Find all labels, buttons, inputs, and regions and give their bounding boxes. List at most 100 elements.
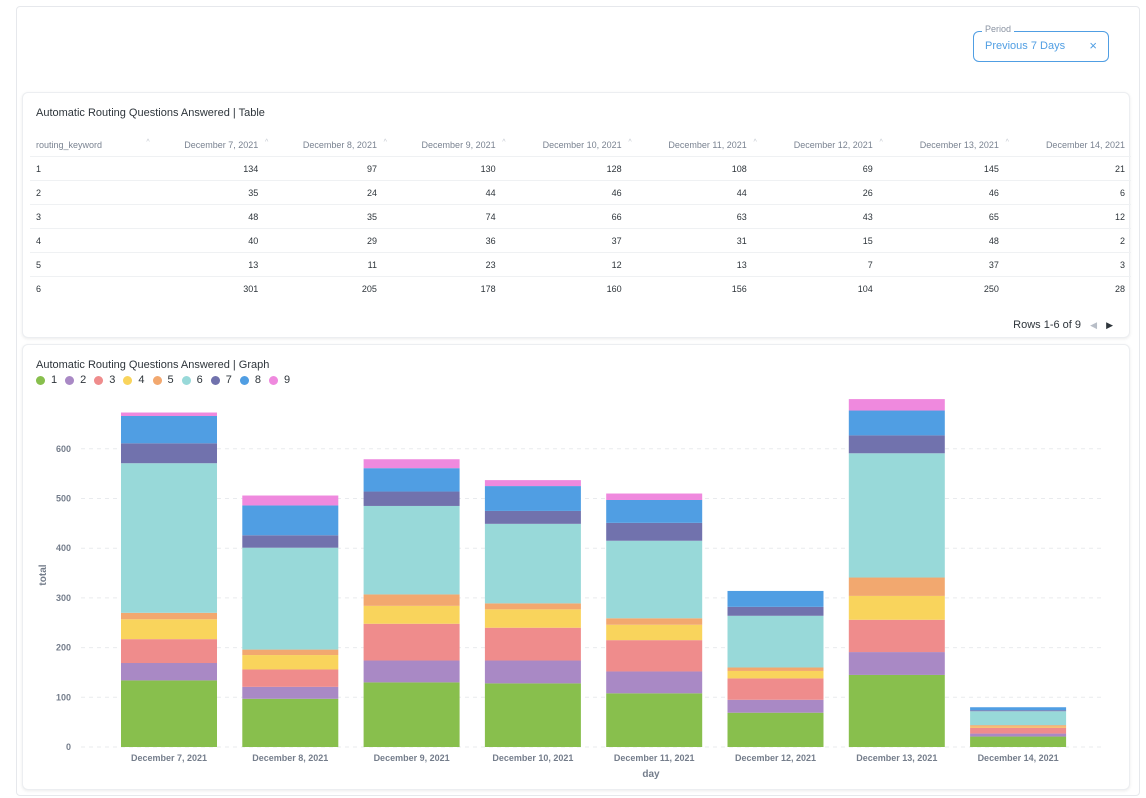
column-header[interactable]: December 12, 2021 ^	[753, 134, 883, 157]
legend-label: 9	[284, 374, 291, 386]
x-tick-label: December 7, 2021	[131, 753, 207, 763]
legend-item[interactable]: 1	[36, 374, 57, 386]
legend-label: 5	[167, 374, 174, 386]
table-cell: 24	[264, 180, 383, 205]
table-cell: 160	[501, 276, 628, 300]
legend-label: 2	[80, 374, 87, 386]
bar-segment	[484, 480, 581, 487]
pagination-label: Rows 1-6 of 9	[1013, 319, 1082, 331]
column-header[interactable]: December 7, 2021 ^	[146, 134, 269, 157]
bar-segment	[484, 603, 581, 610]
bar-segment	[242, 655, 339, 670]
table-cell: 145	[878, 156, 1005, 181]
bar-segment	[242, 535, 339, 548]
column-header[interactable]: routing_keyword ^	[30, 134, 150, 157]
period-filter-value[interactable]: Previous 7 Days	[985, 40, 1066, 52]
table-cell: 29	[264, 228, 383, 253]
table-cell: 250	[878, 276, 1005, 300]
column-header-label: routing_keyword	[36, 140, 103, 150]
pagination: Rows 1-6 of 9 ◀ ▶	[1013, 319, 1113, 331]
legend-dot-icon	[123, 375, 133, 385]
bar-segment	[970, 725, 1067, 727]
table-cell: 6	[30, 276, 146, 300]
table-cell: 13	[145, 252, 265, 277]
table-row: 1 134 97 130 128 108 69 145 21	[30, 156, 1131, 181]
x-tick-label: December 8, 2021	[252, 753, 328, 763]
table-cell: 2	[30, 180, 146, 205]
bar-segment	[606, 624, 703, 641]
graph-card-title[interactable]: Automatic Routing Questions Answered | G…	[36, 359, 270, 371]
table-cell: 7	[752, 252, 879, 277]
table-cell: 48	[878, 228, 1005, 253]
column-header[interactable]: December 9, 2021 ^	[383, 134, 506, 157]
column-header-label: December 7, 2021	[184, 140, 259, 150]
bar-segment	[484, 627, 581, 661]
legend-label: 7	[225, 374, 232, 386]
bar-segment	[970, 711, 1067, 726]
legend-item[interactable]: 5	[152, 374, 174, 386]
legend-item[interactable]: 7	[210, 374, 232, 386]
legend-item[interactable]: 6	[181, 374, 203, 386]
table-cell: 6	[1004, 180, 1131, 205]
column-header[interactable]: December 10, 2021 ^	[502, 134, 632, 157]
table-cell: 46	[501, 180, 628, 205]
y-axis-label: total	[38, 564, 49, 585]
chevron-right-icon[interactable]: ▶	[1106, 320, 1113, 330]
table-cell: 65	[878, 204, 1005, 229]
column-header[interactable]: December 14, 2021	[1005, 134, 1131, 157]
legend-item[interactable]: 4	[123, 374, 145, 386]
bar-segment	[121, 463, 217, 613]
column-header-label: December 9, 2021	[421, 140, 496, 150]
table-card-title[interactable]: Automatic Routing Questions Answered | T…	[36, 107, 265, 119]
table-cell: 12	[501, 252, 628, 277]
sort-icon[interactable]: ^	[502, 139, 506, 146]
sort-icon[interactable]: ^	[753, 139, 757, 146]
table-cell: 36	[382, 228, 502, 253]
close-icon[interactable]: ×	[1089, 38, 1097, 53]
sort-icon[interactable]: ^	[879, 139, 883, 146]
bar-segment	[121, 415, 217, 444]
period-filter[interactable]: Period Previous 7 Days ×	[973, 24, 1109, 62]
column-header[interactable]: December 8, 2021 ^	[264, 134, 387, 157]
table-cell: 134	[145, 156, 265, 181]
legend-item[interactable]: 3	[94, 374, 115, 386]
bar-segment	[242, 495, 339, 506]
table-cell: 5	[30, 252, 146, 277]
sort-icon[interactable]: ^	[1005, 139, 1009, 146]
legend-item[interactable]: 8	[239, 374, 261, 386]
table-cell: 66	[501, 204, 628, 229]
bar-segment	[727, 590, 824, 607]
sort-icon[interactable]: ^	[628, 139, 632, 146]
x-tick-label: December 10, 2021	[492, 753, 573, 763]
legend-dot-icon	[36, 375, 45, 385]
legend-item[interactable]: 2	[65, 374, 86, 386]
column-header[interactable]: December 11, 2021 ^	[628, 134, 757, 157]
chevron-left-icon[interactable]: ◀	[1090, 320, 1098, 330]
table-cell: 178	[382, 276, 502, 300]
sort-icon[interactable]: ^	[383, 139, 387, 146]
bar-segment	[606, 522, 703, 541]
bar-segment	[242, 686, 339, 699]
table-cell: 108	[627, 156, 753, 181]
x-tick-label: December 14, 2021	[978, 753, 1059, 763]
bar-segment	[121, 412, 217, 416]
bar-segment	[484, 523, 581, 604]
bar-segment	[606, 499, 703, 523]
bar-segment	[121, 619, 217, 640]
bar-segment	[848, 652, 945, 675]
table-cell: 48	[145, 204, 265, 229]
table-cell: 104	[752, 276, 879, 300]
column-header[interactable]: December 13, 2021 ^	[879, 134, 1009, 157]
bar-segment	[970, 710, 1067, 712]
y-tick-label: 600	[56, 444, 71, 454]
table-card: Automatic Routing Questions Answered | T…	[22, 92, 1131, 338]
sort-icon[interactable]: ^	[146, 139, 150, 146]
sort-icon[interactable]: ^	[265, 139, 269, 146]
table-cell: 44	[382, 180, 502, 205]
table-cell: 15	[752, 228, 879, 253]
table-cell: 4	[30, 228, 146, 253]
table-cell: 11	[264, 252, 383, 277]
legend-item[interactable]: 9	[269, 374, 290, 386]
bar-segment	[848, 410, 945, 436]
legend-dot-icon	[210, 375, 220, 385]
